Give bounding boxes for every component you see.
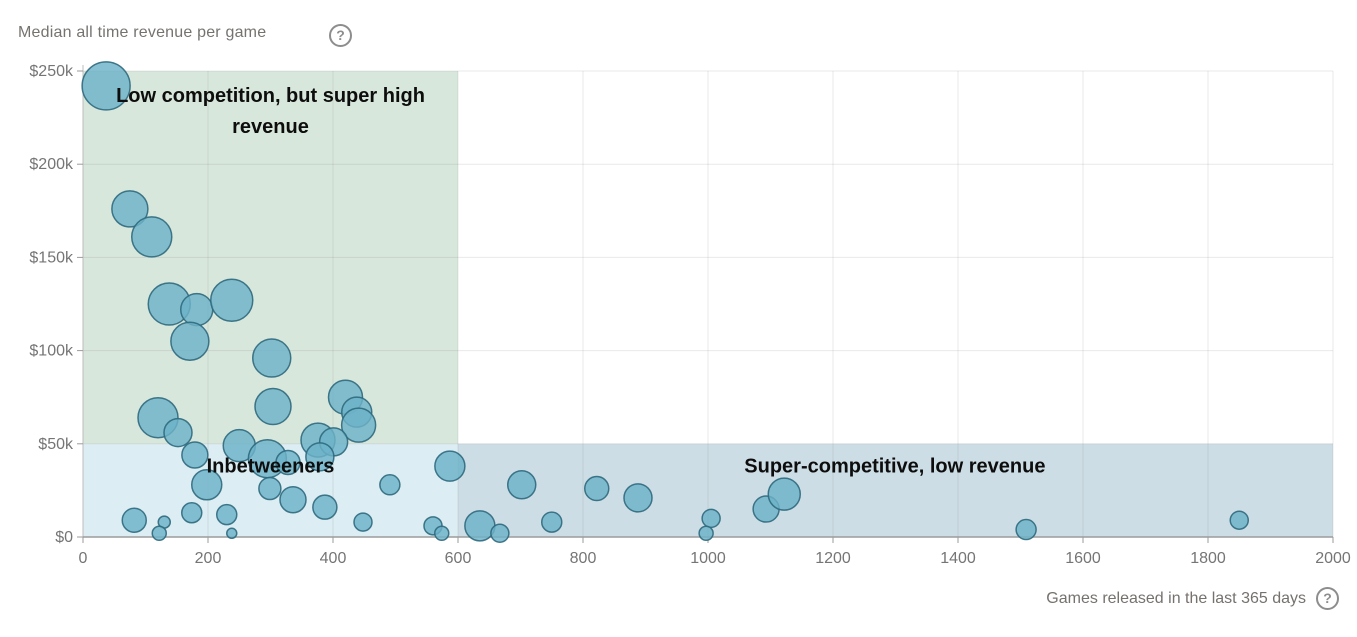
- bubble[interactable]: [210, 278, 254, 323]
- bubble[interactable]: [340, 407, 377, 443]
- bubble[interactable]: [163, 417, 193, 448]
- help-icon[interactable]: ?: [1316, 587, 1339, 610]
- x-tick-label: 200: [195, 550, 222, 567]
- bubble[interactable]: [584, 475, 610, 502]
- bubble[interactable]: [541, 511, 563, 533]
- y-axis-title: Median all time revenue per game: [18, 24, 267, 41]
- bubble[interactable]: [767, 477, 801, 511]
- bubble[interactable]: [191, 469, 223, 501]
- x-tick-label: 400: [320, 550, 347, 567]
- gridlines: [83, 70, 1334, 537]
- bubble[interactable]: [1015, 518, 1037, 541]
- bubble[interactable]: [701, 508, 721, 529]
- bubble[interactable]: [258, 476, 282, 501]
- bubble[interactable]: [170, 321, 210, 362]
- x-tick-label: 1800: [1190, 550, 1226, 567]
- x-tick-label: 800: [570, 550, 597, 567]
- region-low-competition-high-revenue: [83, 71, 458, 444]
- bubble[interactable]: [312, 494, 338, 520]
- bubble[interactable]: [181, 441, 209, 469]
- bubble[interactable]: [111, 190, 149, 228]
- bubble[interactable]: [698, 525, 714, 542]
- bubble[interactable]: [353, 512, 373, 532]
- tick-labels: 0 200 400 600 800 1000 1200 1400 1600 1800 2000 $0 $…: [29, 63, 1350, 567]
- x-axis-title-group: Games released in the last 365 days ?: [1046, 587, 1339, 610]
- bubble[interactable]: [464, 510, 496, 542]
- bubble[interactable]: [151, 525, 167, 542]
- bubble[interactable]: [131, 216, 173, 258]
- bubble-series: [81, 61, 1249, 544]
- bubble[interactable]: [181, 502, 203, 524]
- y-tick-label: $150k: [29, 249, 74, 266]
- bubble[interactable]: [507, 470, 537, 500]
- y-tick-label: $250k: [29, 63, 74, 80]
- bubble[interactable]: [226, 527, 238, 540]
- bubble[interactable]: [121, 507, 147, 533]
- y-tick-label: $200k: [29, 156, 74, 173]
- x-tick-label: 1000: [690, 550, 726, 567]
- x-tick-label: 2000: [1315, 550, 1351, 567]
- bubble[interactable]: [252, 338, 292, 378]
- bubble[interactable]: [180, 292, 214, 327]
- y-tick-label: $100k: [29, 343, 74, 360]
- help-icon[interactable]: ?: [329, 24, 352, 47]
- bubble[interactable]: [279, 485, 307, 514]
- bubble[interactable]: [379, 474, 401, 496]
- bubble[interactable]: [623, 483, 653, 513]
- x-axis-title: Games released in the last 365 days: [1046, 589, 1306, 607]
- bubble[interactable]: [216, 503, 238, 526]
- x-tick-label: 1600: [1065, 550, 1101, 567]
- bubble[interactable]: [254, 387, 292, 426]
- y-tick-label: $0: [55, 529, 73, 546]
- x-tick-label: 1200: [815, 550, 851, 567]
- bubble[interactable]: [490, 523, 510, 544]
- bubble[interactable]: [434, 525, 450, 542]
- bubble[interactable]: [81, 61, 131, 111]
- y-tick-label: $50k: [38, 436, 74, 453]
- bubble[interactable]: [434, 450, 466, 482]
- bubble[interactable]: [1229, 510, 1249, 530]
- x-tick-label: 1400: [940, 550, 976, 567]
- bubble[interactable]: [275, 449, 301, 476]
- x-tick-label: 0: [79, 550, 88, 567]
- x-tick-label: 600: [445, 550, 472, 567]
- bubble[interactable]: [305, 442, 335, 472]
